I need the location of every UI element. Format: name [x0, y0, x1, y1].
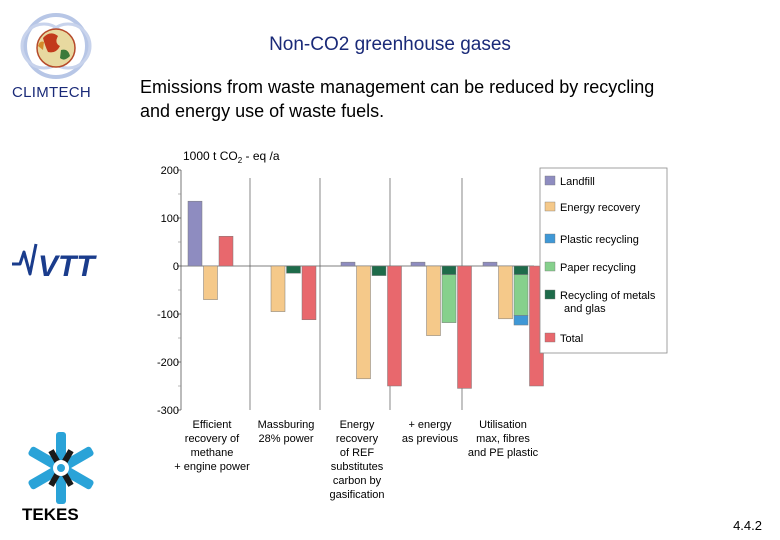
x-category-label: Energy	[340, 419, 375, 431]
bar-recycling-of-metals-and-glas	[513, 265, 529, 275]
climtech-globe-logo	[20, 13, 92, 79]
y-tick-label: 200	[161, 165, 179, 177]
subtitle-line-1: Emissions from waste management can be r…	[140, 77, 655, 97]
bar-landfill	[482, 261, 498, 267]
tekes-snowflake-logo	[28, 432, 94, 504]
bar-total	[301, 265, 317, 321]
x-category-label: Efficient	[193, 419, 232, 431]
legend-swatch-plastic-recycling	[544, 233, 556, 244]
page-title: Non-CO2 greenhouse gases	[269, 34, 511, 55]
bar-paper-recycling	[513, 274, 529, 316]
y-tick-label: 100	[161, 213, 179, 225]
x-category-label: methane	[191, 447, 234, 459]
climtech-logo-text: CLIMTECH	[12, 84, 92, 101]
vtt-logo: VTT	[12, 243, 97, 280]
bar-landfill	[340, 261, 356, 267]
bar-total	[457, 265, 472, 389]
legend-swatch-paper-recycling	[544, 261, 556, 272]
x-axis-labels: Efficient recovery of methane + engine powe…	[174, 419, 538, 501]
y-tick-label: -100	[157, 309, 179, 321]
legend: Landfill Energy recovery Plastic recycling…	[539, 167, 668, 354]
vtt-logo-text: VTT	[38, 250, 97, 280]
y-tick-label: -200	[157, 357, 179, 369]
legend-label-paper-recycling: Paper recycling	[560, 262, 636, 274]
x-category-label: as previous	[402, 433, 459, 445]
legend-label-energy-recovery: Energy recovery	[560, 202, 641, 214]
legend-label-plastic-recycling: Plastic recycling	[560, 234, 639, 246]
legend-label-recycling-of-metals-and-glas: and glas	[564, 303, 606, 315]
bar-recycling-of-metals-and-glas	[286, 265, 301, 274]
bar-landfill	[187, 200, 203, 267]
x-category-label: and PE plastic	[468, 447, 539, 459]
x-category-label: Utilisation	[479, 419, 527, 431]
legend-swatch-total	[544, 332, 556, 343]
x-category-label: carbon by	[333, 475, 382, 487]
bar-plastic-recycling	[513, 315, 529, 326]
x-category-label: + energy	[408, 419, 452, 431]
legend-swatch-energy-recovery	[544, 201, 556, 212]
x-category-label: gasification	[329, 489, 384, 501]
bar-landfill	[410, 261, 426, 267]
x-category-label: recovery of	[185, 433, 240, 445]
y-tick-label: -300	[157, 405, 179, 417]
bar-paper-recycling	[441, 274, 457, 323]
y-axis-label: 1000 t CO2 - eq /a	[183, 149, 280, 165]
legend-label-total: Total	[560, 333, 583, 345]
legend-swatch-landfill	[544, 175, 556, 186]
bar-energy-recovery	[203, 265, 218, 300]
y-tick-label: 0	[173, 261, 179, 273]
subtitle-line-2: and energy use of waste fuels.	[140, 101, 385, 121]
bar-total	[218, 235, 234, 267]
legend-swatch-recycling-of-metals-and-glas	[544, 289, 556, 300]
page-number: 4.4.2	[733, 518, 762, 533]
legend-label-recycling-of-metals-and-glas: Recycling of metals	[560, 290, 656, 302]
x-category-label: Massburing	[258, 419, 315, 431]
x-category-label: substitutes	[331, 461, 384, 473]
bar-energy-recovery	[426, 265, 441, 336]
bar-recycling-of-metals-and-glas	[441, 265, 457, 275]
x-category-label: + engine power	[174, 461, 250, 473]
x-category-label: max, fibres	[476, 433, 530, 445]
y-axis: 200 100 0 -100 -200 -300 1000 t CO2 - eq /a	[157, 149, 280, 417]
bar-total	[387, 265, 402, 387]
chart-bars	[187, 200, 544, 389]
bar-recycling-of-metals-and-glas	[371, 265, 387, 276]
bar-energy-recovery	[498, 265, 513, 320]
bar-energy-recovery	[270, 265, 286, 312]
x-category-label: of REF	[340, 447, 375, 459]
tekes-logo-text: TEKES	[22, 505, 79, 524]
x-category-label: recovery	[336, 433, 379, 445]
legend-label-landfill: Landfill	[560, 176, 595, 188]
x-category-label: 28% power	[258, 433, 313, 445]
legend-box	[539, 167, 668, 354]
bar-energy-recovery	[356, 265, 371, 380]
